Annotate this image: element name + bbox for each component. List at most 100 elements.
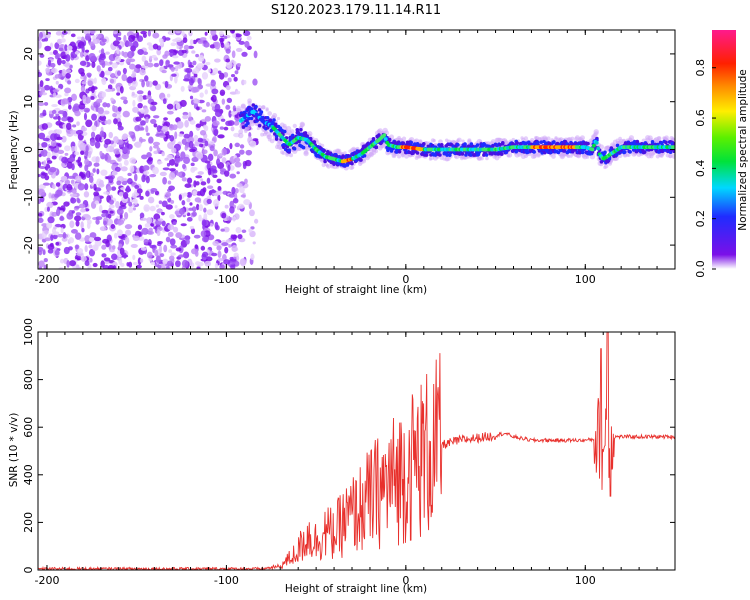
spectrogram-noise-point [161, 125, 169, 133]
spectrogram-noise-point [204, 140, 209, 147]
spectrogram-noise-point [141, 227, 149, 235]
spectrogram-noise-point [38, 160, 42, 168]
trace-band-point [332, 162, 336, 166]
spectrogram-noise-point [213, 149, 218, 157]
spectrogram-noise-point [156, 208, 163, 214]
spectrogram-noise-point [93, 183, 97, 191]
trace-halo-point [604, 164, 609, 169]
spectrogram-noise-point [66, 161, 73, 169]
spectrogram-noise-point [69, 260, 77, 267]
figure-title: S120.2023.179.11.14.R11 [271, 3, 441, 18]
spectrogram-noise-point [101, 213, 107, 218]
trace-halo-point [238, 129, 244, 135]
colorbar-ticks: 0.0 0.2 0.4 0.6 0.8 [694, 59, 716, 278]
spectrogram-noise-point [88, 52, 96, 61]
spectrogram-noise-point [188, 207, 194, 211]
spectrogram-noise-point [182, 111, 189, 116]
spectrogram-noise-point [112, 112, 117, 118]
spectrogram-noise-point [85, 119, 93, 128]
spectrogram-noise-point [123, 159, 129, 166]
spectrogram-noise-point [153, 226, 158, 230]
spectrogram-noise-point [183, 78, 190, 82]
spectrogram-noise-point [181, 259, 189, 268]
spectrogram-noise-point [51, 211, 58, 217]
spectrogram-noise-point [115, 37, 120, 41]
trace-band-point [273, 122, 278, 127]
spectrogram-noise-point [134, 125, 141, 132]
spectrogram-noise-point [75, 175, 82, 183]
spectrogram-noise-point [77, 198, 81, 204]
spectrogram-noise-point [38, 106, 41, 111]
spectrogram-noise-point [249, 209, 255, 217]
spectrogram-noise-point [224, 170, 230, 177]
spectrogram-noise-point [166, 162, 171, 167]
spectrogram-noise-point [76, 36, 82, 40]
trace-band-point [463, 142, 467, 146]
spectrogram-noise-point [218, 31, 224, 37]
spectrogram-noise-point [127, 172, 132, 177]
spectrogram-noise-point [94, 200, 100, 205]
spectrogram-noise-point [225, 239, 232, 243]
spectrogram-noise-point [143, 238, 149, 245]
spectrogram-noise-point [132, 106, 139, 113]
spectrogram-noise-point [166, 93, 171, 98]
spectrogram-x-ticks: -200 -100 0 100 [34, 30, 676, 286]
spectrogram-noise-point [118, 243, 123, 249]
trace-band-point [514, 149, 518, 154]
spectrogram-noise-point [78, 203, 86, 209]
spectrogram-noise-point [211, 252, 218, 257]
spectrogram-noise-point [132, 254, 136, 261]
spectrogram-noise-point [233, 157, 241, 163]
spectrogram-noise-point [38, 173, 41, 178]
spectrogram-noise-point [45, 67, 50, 73]
spectrogram-noise-point [46, 222, 53, 229]
spectrogram-noise-point [146, 217, 153, 225]
spectrogram-noise-point [156, 229, 161, 237]
spectrogram-noise-point [212, 240, 219, 246]
spectrogram-noise-point [196, 266, 201, 269]
spectrogram-noise-point [174, 75, 178, 84]
trace-halo-point [579, 135, 585, 141]
spectrogram-noise-point [229, 206, 235, 214]
spectrogram-noise-point [248, 228, 253, 233]
spectrogram-noise-point [62, 231, 67, 239]
spectrogram-noise-point [108, 131, 113, 139]
spectrogram-noise-point [80, 256, 87, 262]
spectrogram-noise-point [97, 107, 104, 115]
spectrogram-noise-point [78, 103, 86, 110]
spectrogram-noise-point [220, 118, 226, 122]
spectrogram-noise-point [204, 260, 211, 267]
spectrogram-noise-point [113, 136, 119, 144]
spectrogram-noise-point [88, 244, 93, 249]
spectrogram-noise-point [161, 200, 168, 208]
spectrogram-noise-point [198, 204, 204, 212]
spectrogram-noise-point [157, 240, 163, 245]
spectrogram-noise-point [213, 199, 220, 207]
spectrogram-noise-point [147, 156, 154, 162]
trace-band-point [274, 134, 279, 139]
trace-band-point [272, 118, 276, 122]
spectrogram-noise-point [150, 223, 155, 227]
spectrogram-noise-point [76, 121, 80, 126]
spectrogram-noise-point [166, 103, 174, 110]
spectrogram-noise-point [199, 37, 207, 41]
spectrogram-noise-point [101, 91, 107, 98]
spectrogram-noise-point [200, 178, 204, 182]
spectrogram-noise-point [105, 240, 110, 248]
spectrogram-noise-point [84, 158, 90, 166]
spectrogram-noise-point [196, 153, 204, 160]
spectrogram-noise-point [104, 260, 110, 265]
spectrogram-noise-point [118, 257, 123, 265]
spectrogram-noise-point [202, 251, 209, 258]
spectrogram-noise-point [109, 210, 114, 214]
spectrogram-noise-point [72, 124, 77, 128]
trace-halo-point [503, 139, 508, 144]
spectrogram-noise-point [38, 250, 43, 256]
trace-band-point [308, 136, 313, 141]
spectrogram-noise-point [241, 229, 247, 234]
y-tick-label: 0 [22, 567, 35, 574]
spectrogram-noise-point [92, 168, 96, 173]
spectrogram-noise-point [144, 223, 151, 228]
spectrogram-noise-point [140, 127, 145, 131]
y-tick-label: 200 [22, 512, 35, 533]
